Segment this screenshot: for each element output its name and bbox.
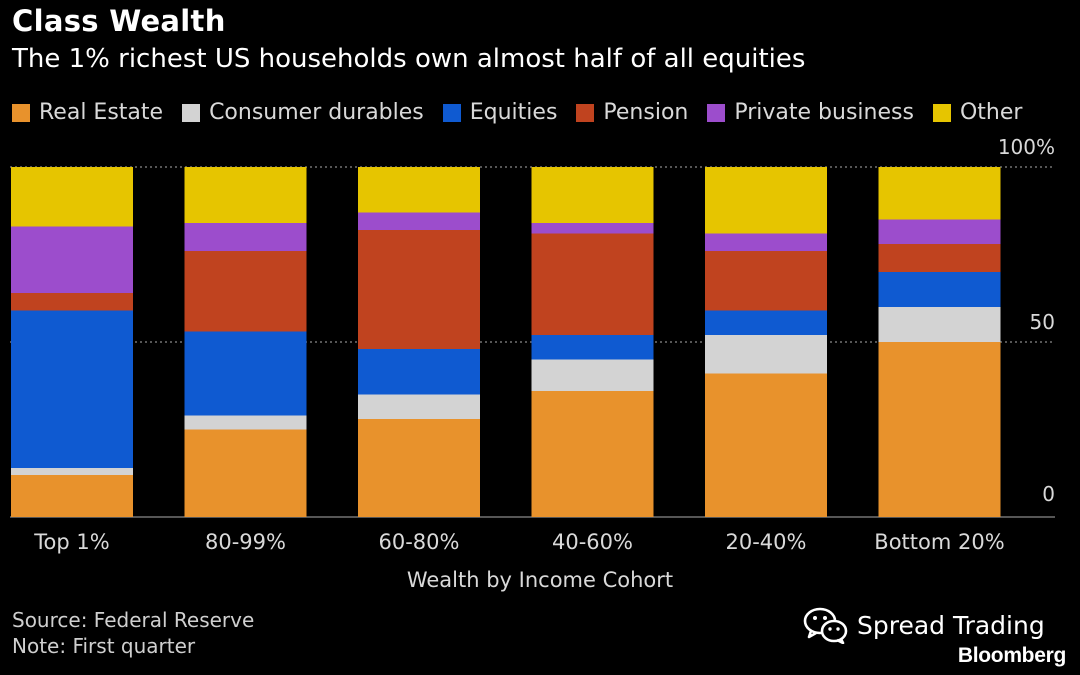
legend-label: Pension — [603, 100, 689, 125]
y-tick-label: 0 — [1042, 482, 1055, 506]
chart-area: Top 1% 80-99% 60-80% 40-60% 20-40% Bottom 20%… — [10, 135, 1055, 592]
bar-segment — [358, 349, 480, 395]
bar-segment — [184, 429, 307, 517]
note-text: Note: First quarter — [12, 634, 196, 658]
bar-segment — [11, 310, 133, 468]
bar-segment — [705, 310, 827, 335]
bar-segment — [705, 373, 827, 517]
chart-subtitle: The 1% richest US households own almost … — [12, 44, 806, 74]
legend-swatch — [442, 103, 461, 122]
x-tick-label: 60-80% — [379, 530, 460, 554]
legend-item: Consumer durables — [182, 100, 424, 125]
legend-swatch — [932, 103, 951, 122]
legend-item: Pension — [576, 100, 688, 125]
footer-notes: Source: Federal Reserve Note: First quar… — [12, 607, 254, 659]
x-tick-label: 20-40% — [726, 530, 807, 554]
legend-label: Private business — [734, 100, 914, 125]
legend-swatch — [182, 103, 201, 122]
bar-segment — [531, 391, 654, 517]
bar-segment — [184, 167, 307, 223]
y-tick-label: 50 — [1030, 310, 1055, 334]
legend-swatch — [576, 103, 595, 122]
bar-segment — [184, 251, 307, 332]
bar-segment — [878, 342, 1001, 517]
bar-segment — [358, 167, 480, 213]
legend-label: Consumer durables — [209, 100, 424, 125]
bar-segment — [705, 335, 827, 374]
bar-segment — [358, 230, 480, 349]
x-tick-label: Top 1% — [33, 530, 109, 554]
legend-label: Other — [959, 100, 1023, 125]
legend-swatch — [12, 103, 30, 122]
bar-segment — [705, 167, 827, 234]
bar-segment — [531, 359, 654, 391]
legend-item: Other — [932, 100, 1023, 125]
bloomberg-logo: Bloomberg — [957, 644, 1066, 667]
bar-segment — [358, 212, 480, 230]
legend-label: Real Estate — [39, 100, 164, 125]
legend-item: Real Estate — [12, 100, 163, 125]
legend-label: Equities — [469, 100, 558, 125]
bar-segment — [358, 419, 480, 517]
bar-segment — [11, 468, 133, 475]
source-text: Source: Federal Reserve — [12, 608, 255, 632]
bar-segment — [358, 394, 480, 419]
bar-segment — [531, 233, 654, 335]
legend-item: Private business — [707, 100, 914, 125]
x-tick-label: 80-99% — [205, 530, 286, 554]
bar-segment — [531, 335, 654, 360]
bar-segment — [184, 415, 307, 430]
legend-swatch — [707, 103, 726, 122]
bar-segment — [11, 475, 133, 517]
bar-segment — [531, 223, 654, 234]
bar-segment — [878, 167, 1001, 220]
bar-segment — [11, 226, 133, 293]
watermark-text: Spread Trading — [857, 610, 1045, 640]
legend: Real Estate Consumer durables Equities Pens… — [12, 100, 1041, 125]
x-tick-label: Bottom 20% — [874, 530, 1004, 554]
wechat-icon — [803, 607, 848, 644]
bar-segment — [705, 233, 827, 251]
bar-segment — [878, 272, 1001, 307]
bar-segment — [11, 293, 133, 311]
legend-item: Equities — [442, 100, 558, 125]
bar-segment — [878, 219, 1001, 244]
bar-segment — [878, 244, 1001, 272]
bar-segment — [184, 223, 307, 251]
chart-title: Class Wealth — [12, 4, 226, 38]
watermark: Spread Trading — [803, 606, 1045, 644]
x-axis-title: Wealth by Income Cohort — [407, 568, 673, 592]
y-tick-label: 100% — [998, 135, 1055, 159]
x-tick-label: 40-60% — [552, 530, 633, 554]
bar-segment — [705, 251, 827, 311]
bar-segment — [11, 167, 133, 227]
bar-segment — [878, 307, 1001, 342]
bar-segment — [531, 167, 654, 223]
bar-segment — [184, 331, 307, 416]
